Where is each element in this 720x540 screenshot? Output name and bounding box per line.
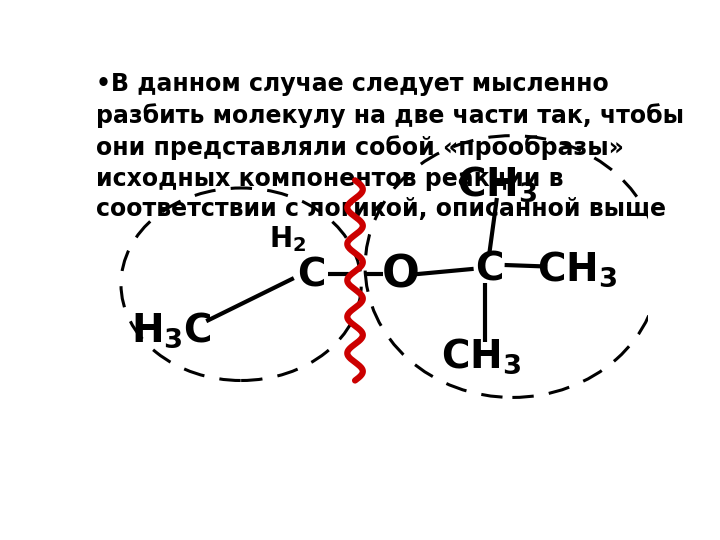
Text: •В данном случае следует мысленно
разбить молекулу на две части так, чтобы
они п: •В данном случае следует мысленно разбит… xyxy=(96,72,684,221)
Text: $\mathbf{C}$: $\mathbf{C}$ xyxy=(475,250,503,288)
Text: $\mathbf{CH_3}$: $\mathbf{CH_3}$ xyxy=(456,164,537,204)
Text: $\mathbf{CH_3}$: $\mathbf{CH_3}$ xyxy=(536,249,617,289)
Text: $\mathbf{O}$: $\mathbf{O}$ xyxy=(381,253,419,296)
Text: $\mathbf{C}$: $\mathbf{C}$ xyxy=(297,255,325,293)
Text: $\mathbf{H_3C}$: $\mathbf{H_3C}$ xyxy=(131,310,212,350)
Text: $\mathbf{CH_3}$: $\mathbf{CH_3}$ xyxy=(441,336,521,376)
Text: $\mathbf{H_2}$: $\mathbf{H_2}$ xyxy=(269,225,306,254)
